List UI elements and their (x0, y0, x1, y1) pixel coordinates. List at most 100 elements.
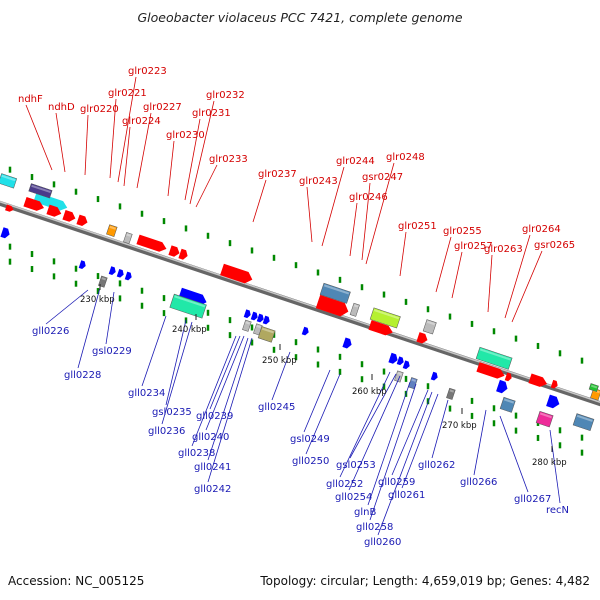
gene-feature (499, 396, 516, 413)
gene-box (349, 302, 360, 317)
gene-box (319, 282, 351, 304)
bottom-leader (205, 335, 245, 431)
bottom-leader (349, 373, 397, 459)
top-leader (435, 236, 452, 293)
bottom-gene-label: gll0240 (192, 432, 229, 443)
gene-box-highlight (256, 324, 262, 329)
gene-box-highlight (245, 321, 251, 325)
bottom-gene-label: glnB (354, 507, 376, 518)
gene-arrow (430, 371, 438, 381)
bottom-leader (367, 381, 411, 506)
bottom-leader (369, 383, 417, 521)
gene-feature (220, 263, 253, 284)
gene-box (123, 232, 133, 245)
gene-feature (124, 271, 132, 281)
gene-arrow (243, 309, 251, 319)
gene-box-highlight (397, 372, 403, 376)
gene-box (499, 396, 516, 413)
top-leader (167, 140, 175, 197)
scale-label: 260 kbp (352, 387, 387, 397)
gene-feature (388, 352, 398, 364)
top-gene-label: gsr0247 (362, 172, 403, 183)
top-leader (184, 118, 201, 201)
gene-feature (262, 315, 270, 325)
gene-box-highlight (126, 233, 132, 237)
top-gene-label: glr0220 (80, 104, 119, 115)
gene-arrow (550, 379, 558, 389)
gene-feature (250, 311, 258, 321)
gene-arrow (23, 196, 44, 211)
gene-feature (23, 196, 44, 211)
gene-box-highlight (1, 174, 16, 182)
top-gene-label: glr0264 (522, 224, 561, 235)
gene-arrow (220, 263, 253, 284)
gene-feature (106, 224, 118, 237)
gene-feature (446, 387, 456, 400)
bottom-gene-label: gll0250 (292, 456, 329, 467)
gene-arrow (416, 332, 428, 344)
gene-arrow (504, 372, 512, 382)
gene-box (98, 275, 108, 288)
gene-arrow (476, 362, 505, 379)
bottom-leader (339, 371, 391, 478)
gene-arrow (62, 209, 76, 222)
gene-box-highlight (31, 184, 51, 194)
gene-feature (123, 232, 133, 245)
gene-feature (108, 266, 116, 275)
bottom-gene-label: gll0259 (378, 477, 415, 488)
gene-arrow (136, 234, 167, 252)
bottom-gene-label: gll0242 (194, 484, 231, 495)
top-leader (511, 250, 543, 323)
bottom-gene-label: gll0226 (32, 326, 69, 337)
bottom-gene-label: gll0228 (64, 370, 101, 381)
top-leader (136, 112, 152, 189)
top-leader (123, 126, 131, 187)
gene-arrow (262, 315, 270, 325)
gene-box-highlight (411, 378, 417, 382)
gene-box-highlight (353, 304, 359, 308)
top-leader (306, 186, 313, 243)
bottom-leader (549, 429, 561, 504)
bottom-gene-label: gll0261 (388, 490, 425, 501)
gene-feature (496, 379, 508, 394)
bottom-leader (303, 369, 331, 433)
gene-arrow (78, 260, 86, 269)
scale-label: 250 kbp (262, 356, 297, 366)
gene-box-highlight (174, 295, 206, 308)
gene-arrow (178, 287, 207, 307)
gene-feature (178, 287, 207, 307)
gene-arrow (528, 373, 548, 387)
gene-feature (319, 282, 351, 304)
bottom-gene-label: gll0241 (194, 462, 231, 473)
bottom-leader (165, 319, 187, 406)
top-leader (365, 162, 395, 265)
bottom-leader (271, 351, 291, 401)
gene-arrow (46, 204, 62, 217)
top-leader (321, 166, 345, 247)
map-title: Gloeobacter violaceus PCC 7421, complete… (137, 10, 463, 25)
gene-box-highlight (479, 348, 511, 361)
top-gene-label: glr0233 (209, 154, 248, 165)
bottom-gene-label: gsl0229 (92, 346, 132, 357)
gene-feature (550, 379, 558, 389)
gene-feature (62, 209, 76, 222)
genome-backbone (0, 200, 600, 407)
gene-arrow (178, 248, 188, 260)
top-gene-label: glr0246 (349, 192, 388, 203)
gene-box-highlight (373, 309, 400, 320)
top-gene-label: glr0237 (258, 169, 297, 180)
top-leader (487, 254, 493, 313)
gene-feature (33, 192, 68, 211)
track-guides (8, 166, 584, 456)
gene-feature (394, 370, 404, 383)
gene-feature (116, 268, 124, 278)
gene-arrow (33, 192, 68, 211)
top-gene-label: glr0224 (122, 116, 161, 127)
top-gene-label: glr0248 (386, 152, 425, 163)
gene-box (446, 387, 456, 400)
gene-box-highlight (539, 412, 552, 419)
top-leader (55, 112, 66, 173)
gene-box-highlight (576, 414, 593, 422)
gene-feature (416, 332, 428, 344)
gene-arrow (256, 313, 264, 323)
